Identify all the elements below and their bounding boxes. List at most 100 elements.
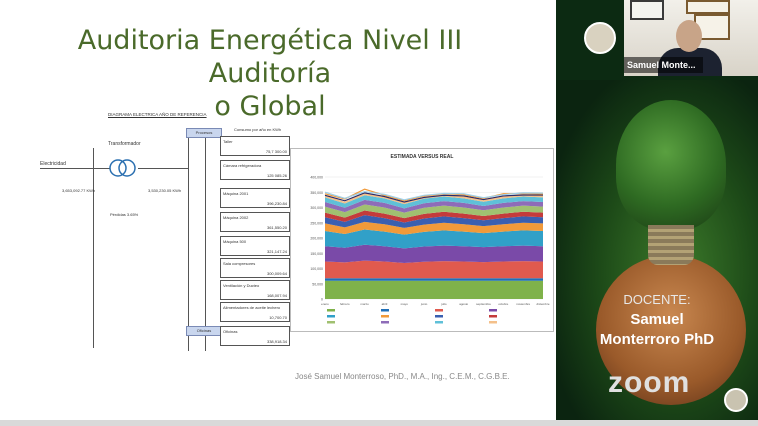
x-tick-label: septiembre (476, 302, 491, 306)
zoom-logo: zoom (608, 366, 691, 399)
legend-swatch (435, 321, 443, 324)
y-tick-label: 400,000 (310, 176, 323, 180)
consumer-value: 321,147.24 (266, 249, 287, 254)
x-tick-label: noviembre (516, 302, 530, 306)
consumer-name: Alimentadores de aceite lechero (223, 305, 281, 310)
legend-swatch (327, 309, 335, 312)
area-series-8 (325, 204, 543, 219)
chart-title: ESTIMADA VERSUS REAL (390, 154, 454, 160)
consumer-value: 125 085.26 (266, 173, 287, 178)
consumer-value: 10,700.70 (269, 315, 287, 320)
area-series-5 (325, 221, 543, 235)
wall-frame (630, 0, 664, 20)
consumer-value: 300,009.64 (266, 271, 287, 276)
consumer-box: Máquina 2002 361,550.20 (220, 212, 290, 232)
participant-name: Samuel Monte... (624, 57, 703, 73)
x-tick-label: abril (382, 302, 388, 306)
x-tick-label: mayo (401, 302, 409, 306)
y-tick-label: 250,000 (310, 221, 323, 225)
oficinas-header: Oficinas (186, 326, 222, 336)
x-tick-label: julio (440, 302, 447, 306)
kwh-output: 3,530,230.05 KWh (148, 188, 182, 193)
bulb-base-image (648, 225, 694, 265)
legend-swatch (489, 309, 497, 312)
slide-title-line1: Auditoria Energética Nivel III Auditoría (77, 25, 463, 89)
area-series-10 (325, 195, 543, 209)
green-bulb-image (616, 100, 726, 230)
legend-swatch (489, 321, 497, 324)
area-series-2 (325, 260, 543, 279)
diagram-line (93, 148, 94, 348)
area-series-0 (325, 280, 543, 299)
consumer-box: Máquina 2001 396,230.84 (220, 188, 290, 208)
wall-frame (686, 0, 730, 14)
consumer-name: Máquina 500 (223, 239, 247, 244)
consumer-box: Cámara refrigeradora 125 085.26 (220, 160, 290, 180)
transformer-icon (109, 159, 136, 177)
consumer-value: 168,007.94 (266, 293, 287, 298)
x-tick-label: agosto (459, 302, 468, 306)
y-tick-label: 150,000 (310, 252, 323, 256)
area-series-3 (325, 244, 543, 264)
consumption-header: Consumo por año en KWh (234, 127, 282, 132)
university-logo (584, 22, 616, 54)
electricity-label: Electricidad (40, 161, 66, 167)
docente-name-line2: Monterroro PhD (599, 331, 715, 348)
area-series-7 (325, 210, 543, 223)
line-series-2 (324, 191, 544, 201)
diagram-bus (205, 136, 206, 351)
x-tick-label: junio (420, 302, 428, 306)
area-series-1 (325, 278, 543, 281)
kwh-input: 3,653,092.77 KWh (62, 188, 96, 193)
consumer-name: Oficinas (223, 329, 238, 334)
consumer-name: Taller (223, 139, 233, 144)
area-series-9 (325, 199, 543, 213)
consumer-value: 75,7 300.00 (265, 149, 287, 154)
legend-swatch (327, 321, 335, 324)
diagram-line (40, 168, 110, 169)
consumer-name: Sala compresores (223, 261, 256, 266)
x-tick-label: febrero (340, 302, 350, 306)
legend-swatch (435, 315, 443, 318)
electrical-diagram: DIAGRAMA ELECTRICA AÑO DE REFERENCIA Ele… (0, 108, 290, 358)
y-tick-label: 50,000 (312, 282, 323, 286)
x-tick-label: diciembre (536, 302, 549, 306)
consumer-box: Sala compresores 300,009.64 (220, 258, 290, 278)
consumer-box: Oficinas 338,918.34 (220, 326, 290, 346)
slide: Auditoria Energética Nivel III Auditoría… (0, 25, 554, 381)
consumer-box: Máquina 500 321,147.24 (220, 236, 290, 256)
consumer-name: Máquina 2002 (223, 215, 249, 220)
y-tick-label: 200,000 (310, 237, 323, 241)
slide-title-line2: o Global (214, 91, 326, 122)
consumer-value: 338,918.34 (266, 339, 287, 344)
y-tick-label: 350,000 (310, 191, 323, 195)
x-tick-label: octubre (498, 302, 508, 306)
diagram-title: DIAGRAMA ELECTRICA AÑO DE REFERENCIA (108, 112, 207, 117)
area-series-4 (325, 229, 543, 249)
consumer-box: Alimentadores de aceite lechero 10,700.70 (220, 302, 290, 322)
docente-name: Samuel Monterroro PhD (556, 310, 758, 350)
consumer-box: Ventilación y Ducteo 168,007.94 (220, 280, 290, 300)
losses-label: Pérdidas 3.65% (110, 212, 139, 217)
consumer-name: Cámara refrigeradora (223, 163, 262, 168)
diagram-bus (188, 136, 189, 351)
x-tick-label: marzo (360, 302, 369, 306)
university-logo-small (724, 388, 748, 412)
consumer-box: Taller 75,7 300.00 (220, 136, 290, 156)
consumer-name: Ventilación y Ducteo (223, 283, 260, 288)
line-series-0 (324, 192, 543, 203)
docente-name-line1: Samuel (630, 311, 684, 328)
y-tick-label: 100,000 (310, 267, 323, 271)
chart-canvas: 0 50,000 100,000 150,000 200,000 250,000 300,0… (310, 176, 550, 324)
legend-swatch (381, 315, 389, 318)
slide-credit: José Samuel Monterroso, PhD., M.A., Ing.… (295, 372, 510, 381)
transformer-label: Transformador (108, 141, 141, 147)
legend-swatch (381, 309, 389, 312)
legend-swatch (327, 315, 335, 318)
consumer-name: Máquina 2001 (223, 191, 249, 196)
consumer-value: 361,550.20 (266, 225, 287, 230)
legend-swatch (381, 321, 389, 324)
participant-video[interactable]: Samuel Monte... (624, 0, 758, 76)
hand-image (596, 255, 746, 405)
legend-swatch (435, 309, 443, 312)
